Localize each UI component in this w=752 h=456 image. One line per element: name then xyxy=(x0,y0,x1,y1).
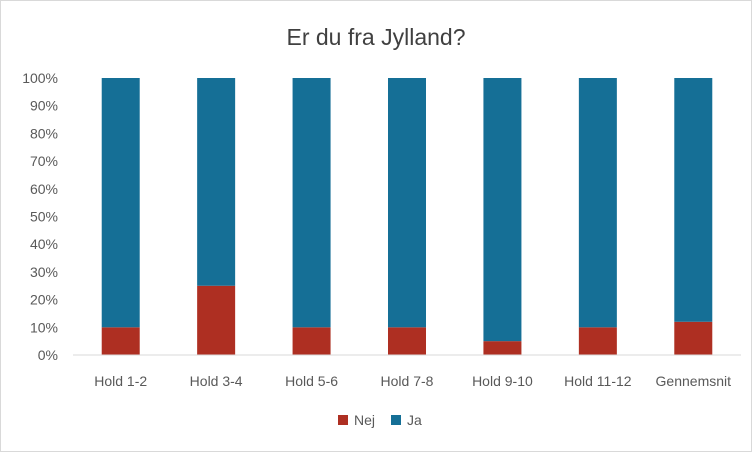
legend-label-nej: Nej xyxy=(354,412,375,428)
x-axis: Hold 1-2 Hold 3-4 Hold 5-6 Hold 7-8 Hold 9-1… xyxy=(73,354,741,389)
y-tick-label: 90% xyxy=(30,98,58,114)
chart-title: Er du fra Jylland? xyxy=(287,24,466,50)
y-tick-label: 60% xyxy=(30,181,58,197)
bar-segment-nej-2 xyxy=(197,285,236,355)
legend-swatch-ja xyxy=(391,415,401,425)
y-tick-label: 50% xyxy=(30,209,58,225)
x-tick-label: Hold 3-4 xyxy=(190,373,243,389)
y-tick-label: 40% xyxy=(30,236,58,252)
x-tick-label: Hold 9-10 xyxy=(472,373,533,389)
legend: Nej Ja xyxy=(338,412,422,428)
bar-segment-ja-6 xyxy=(578,78,617,328)
bar-segment-nej-4 xyxy=(388,327,426,355)
y-tick-label: 30% xyxy=(30,264,58,280)
bars xyxy=(101,78,713,355)
x-tick-label: Hold 1-2 xyxy=(94,373,147,389)
bar-segment-nej-5 xyxy=(483,341,522,355)
bar-segment-nej-1 xyxy=(101,327,140,355)
legend-swatch-nej xyxy=(338,415,348,425)
bar-segment-nej-3 xyxy=(292,327,331,355)
y-tick-label: 100% xyxy=(22,70,58,86)
bar-segment-ja-3 xyxy=(292,78,331,328)
bar-segment-ja-1 xyxy=(101,78,140,328)
y-tick-label: 20% xyxy=(30,292,58,308)
bar-segment-ja-4 xyxy=(388,78,426,328)
x-tick-label: Hold 7-8 xyxy=(381,373,434,389)
x-tick-label: Hold 11-12 xyxy=(564,373,632,389)
y-tick-label: 0% xyxy=(38,347,58,363)
y-axis: 0% 10% 20% 30% 40% 50% 60% 70% 80% 90% 100% xyxy=(22,70,58,363)
y-tick-label: 80% xyxy=(30,125,58,141)
bar-segment-ja-2 xyxy=(197,78,236,286)
bar-segment-nej-6 xyxy=(578,327,617,355)
x-tick-label: Hold 5-6 xyxy=(285,373,338,389)
bar-segment-ja-7 xyxy=(674,78,713,322)
y-tick-label: 70% xyxy=(30,153,58,169)
bar-segment-nej-7 xyxy=(674,321,713,355)
bar-segment-ja-5 xyxy=(483,78,522,342)
y-tick-label: 10% xyxy=(30,319,58,335)
x-tick-label: Gennemsnit xyxy=(656,373,732,389)
legend-label-ja: Ja xyxy=(407,412,422,428)
